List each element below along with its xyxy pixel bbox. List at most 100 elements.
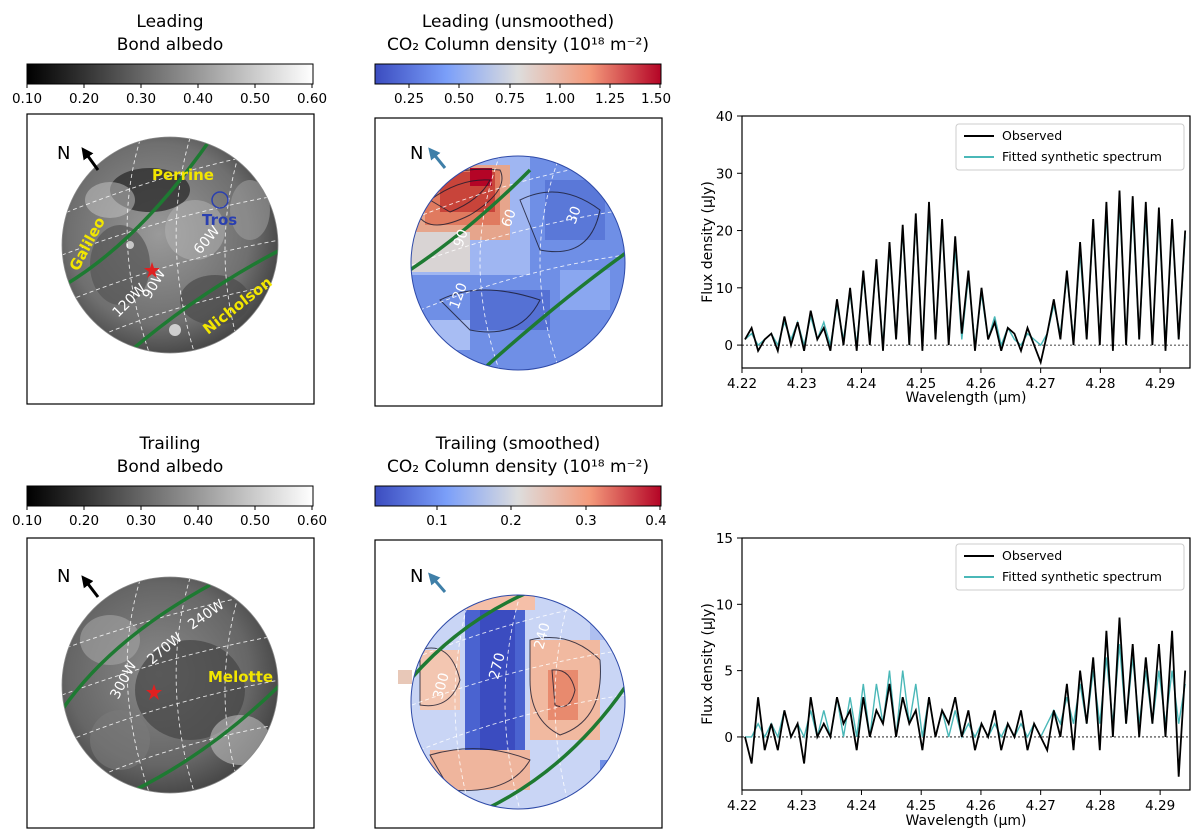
x-tick-label: 4.23 — [787, 376, 817, 392]
legend-box — [955, 123, 1185, 171]
legend: Observed Fitted synthetic spectrum — [955, 123, 1185, 171]
longitude-label: 30 — [564, 204, 585, 226]
x-tick-label: 4.26 — [966, 798, 996, 814]
trailing-albedo-title-1: Trailing — [138, 434, 200, 454]
y-tick-label: 30 — [716, 166, 733, 182]
legend-fitted-label: Fitted synthetic spectrum — [1002, 149, 1162, 164]
series-observed-line — [744, 617, 1187, 777]
cbar-tick: 0.4 — [645, 513, 666, 529]
y-axis-label: Flux density (μJy) — [700, 181, 716, 303]
cbar-tick: 0.40 — [183, 513, 213, 529]
x-tick-label: 4.27 — [1026, 798, 1056, 814]
trailing-co2-outlier-pixel — [398, 670, 412, 684]
cbar-tick: 0.25 — [394, 91, 424, 107]
cbar-tick: 0.1 — [426, 513, 447, 529]
x-tick-label: 4.23 — [787, 798, 817, 814]
north-label: N — [410, 143, 423, 164]
longitude-label: 270 — [486, 651, 508, 681]
series-observed-line — [744, 190, 1187, 366]
y-tick-label: 5 — [724, 664, 733, 680]
y-tick-label: 0 — [724, 730, 733, 746]
leading-co2-title-1: Leading (unsmoothed) — [422, 12, 614, 32]
tros-marker-icon — [211, 191, 229, 209]
panel-leading-albedo: Leading Bond albedo 0.10 0.20 0.30 0.40 … — [12, 12, 327, 405]
legend-observed-label: Observed — [1002, 128, 1062, 143]
y-tick-label: 10 — [716, 281, 733, 297]
y-tick-label: 20 — [716, 224, 733, 240]
north-label: N — [57, 566, 70, 587]
feature-label: Melotte — [208, 668, 273, 686]
cbar-tick: 0.10 — [12, 91, 42, 107]
y-tick-label: 10 — [716, 597, 733, 613]
cbar-tick: 0.60 — [297, 91, 327, 107]
cbar-tick: 0.30 — [126, 91, 156, 107]
x-tick-label: 4.28 — [1085, 376, 1115, 392]
longitude-label: 300 — [430, 671, 452, 701]
x-tick-label: 4.22 — [727, 376, 757, 392]
north-label: N — [57, 143, 70, 164]
north-arrow-icon — [81, 147, 100, 171]
y-tick-label: 15 — [716, 531, 733, 547]
x-tick-label: 4.28 — [1085, 798, 1115, 814]
legend: Observed Fitted synthetic spectrum — [955, 543, 1185, 591]
x-tick-label: 4.24 — [846, 376, 876, 392]
cbar-tick: 1.50 — [641, 91, 671, 107]
cbar-tick: 0.2 — [500, 513, 521, 529]
cbar-tick: 1.00 — [545, 91, 575, 107]
x-tick-label: 4.25 — [906, 376, 936, 392]
cbar-tick: 0.10 — [12, 513, 42, 529]
legend-fitted-label: Fitted synthetic spectrum — [1002, 569, 1162, 584]
x-tick-label: 4.24 — [846, 798, 876, 814]
leading-co2-colorbar — [374, 63, 662, 85]
trailing-co2-title-2: CO₂ Column density (10¹⁸ m⁻²) — [387, 457, 649, 477]
x-tick-label: 4.22 — [727, 798, 757, 814]
trailing-albedo-colorbar-ticks: 0.10 0.20 0.30 0.40 0.50 0.60 — [12, 506, 327, 529]
x-tick-label: 4.29 — [1145, 798, 1175, 814]
north-arrow-icon — [428, 147, 447, 169]
y-ticks: 0 5 10 15 — [716, 531, 742, 746]
legend-box — [955, 543, 1185, 591]
north-label: N — [410, 566, 423, 587]
cbar-tick: 0.40 — [183, 91, 213, 107]
feature-label: Perrine — [152, 166, 214, 184]
leading-co2-map — [411, 156, 625, 370]
north-arrow-icon — [428, 572, 447, 593]
cbar-tick: 0.30 — [126, 513, 156, 529]
panel-trailing-albedo: Trailing Bond albedo 0.10 0.20 0.30 0.40… — [12, 434, 327, 829]
x-tick-label: 4.25 — [906, 798, 936, 814]
longitude-label: 240 — [531, 621, 553, 651]
trailing-albedo-colorbar — [26, 485, 314, 507]
x-tick-label: 4.29 — [1145, 376, 1175, 392]
trailing-co2-title-1: Trailing (smoothed) — [435, 434, 601, 454]
leading-albedo-title-2: Bond albedo — [117, 35, 224, 55]
cbar-tick: 0.50 — [240, 513, 270, 529]
x-tick-label: 4.27 — [1026, 376, 1056, 392]
panel-trailing-co2: Trailing (smoothed) CO₂ Column density (… — [374, 434, 667, 829]
y-tick-label: 40 — [716, 109, 733, 125]
cbar-tick: 0.20 — [69, 91, 99, 107]
x-axis-label: Wavelength (μm) — [906, 813, 1027, 829]
y-axis-label: Flux density (μJy) — [700, 603, 716, 725]
cbar-tick: 0.75 — [495, 91, 525, 107]
feature-label: Tros — [202, 211, 237, 229]
longitude-label: 60 — [499, 207, 520, 229]
trailing-moon-image — [62, 577, 278, 793]
leading-albedo-title-1: Leading — [136, 12, 203, 32]
y-ticks: 0 10 20 30 40 — [716, 109, 742, 354]
leading-albedo-colorbar — [26, 63, 314, 85]
longitude-label: 90 — [451, 227, 472, 249]
subobserver-star-icon — [146, 684, 162, 700]
north-arrow-icon — [81, 575, 100, 598]
leading-co2-title-2: CO₂ Column density (10¹⁸ m⁻²) — [387, 35, 649, 55]
x-axis-label: Wavelength (μm) — [906, 390, 1027, 406]
cbar-tick: 0.60 — [297, 513, 327, 529]
trailing-co2-colorbar-ticks: 0.1 0.2 0.3 0.4 — [426, 506, 667, 529]
x-tick-label: 4.26 — [966, 376, 996, 392]
y-tick-label: 0 — [724, 338, 733, 354]
cbar-tick: 0.20 — [69, 513, 99, 529]
x-ticks: 4.22 4.23 4.24 4.25 4.26 4.27 4.28 4.29 — [727, 790, 1175, 814]
trailing-co2-colorbar — [374, 485, 662, 507]
cbar-tick: 1.25 — [595, 91, 625, 107]
leading-albedo-colorbar-ticks: 0.10 0.20 0.30 0.40 0.50 0.60 — [12, 84, 327, 107]
